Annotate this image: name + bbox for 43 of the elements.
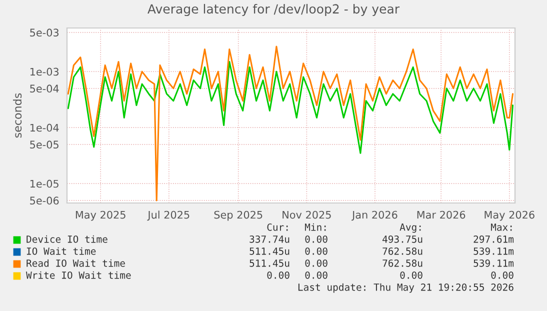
x-tick-label: Nov 2025 (282, 210, 331, 219)
x-tick-label: Mar 2026 (417, 210, 466, 219)
text: 337.74u (250, 235, 290, 243)
text: 493.75u (382, 235, 422, 243)
x-tick-label: May 2026 (484, 210, 534, 221)
x-tick-label: Sep 2025 (214, 210, 262, 221)
legend-label: Device IO time (26, 235, 108, 243)
text: 511.45u (250, 248, 290, 255)
text: Last update: Thu May 21 19:20:55 2026 (298, 283, 514, 293)
text: 539.11m (474, 247, 514, 255)
legend-label: Read IO Wait time (26, 259, 125, 267)
y-tick-label: 1e-04 (30, 124, 59, 132)
line-series (67, 60, 514, 154)
text: 511.45u (250, 260, 290, 267)
legend-label: IO Wait time (26, 247, 96, 255)
text: 539.11m (474, 259, 514, 267)
text: 762.58u (382, 247, 422, 255)
y-tick-label: 5e-04 (30, 84, 59, 93)
text: Cur: (267, 223, 288, 231)
x-tick-label: May 2025 (76, 210, 126, 221)
y-tick-label: 1e-03 (30, 68, 59, 76)
text: 762.58u (382, 259, 422, 267)
x-tick-label: Jul 2025 (147, 210, 190, 221)
chart-title: Average latency for /dev/loop2 - by year (148, 4, 400, 16)
text: 0.00 (305, 235, 328, 243)
text: Max: (490, 224, 512, 231)
legend-label: Write IO Wait time (26, 271, 131, 279)
text: 0.00 (400, 271, 422, 279)
x-tick-label: Jan 2026 (352, 210, 398, 221)
text: Min: (304, 223, 326, 231)
y-tick-label: 5e-03 (30, 28, 59, 37)
y-tick-label: 1e-05 (30, 180, 58, 188)
y-tick-label: 5e-06 (30, 196, 59, 205)
text: 0.00 (267, 271, 290, 279)
y-tick-label: 5e-05 (30, 140, 58, 149)
line-series (67, 46, 514, 202)
text: 297.61m (474, 235, 514, 243)
text: 0.00 (305, 247, 328, 255)
text: Avg: (400, 224, 421, 233)
text: 0.00 (305, 271, 328, 279)
text: 0.00 (491, 271, 514, 279)
text: 0.00 (305, 259, 328, 267)
y-axis-title: seconds (13, 93, 22, 138)
